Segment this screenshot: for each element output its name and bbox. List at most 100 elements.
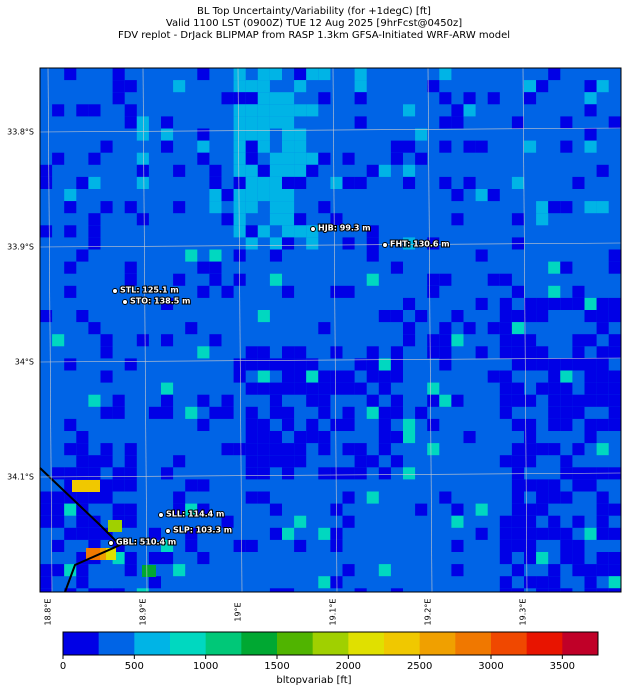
map-cell <box>512 177 524 189</box>
map-cell <box>439 358 451 370</box>
map-cell <box>185 407 197 419</box>
map-cell <box>343 371 355 383</box>
map-cell <box>379 467 391 479</box>
map-cell <box>343 516 355 528</box>
lat-label: 34.1°S <box>7 473 34 482</box>
map-cell <box>270 201 282 213</box>
map-cell <box>52 504 64 516</box>
map-cell <box>246 383 258 395</box>
map-cell <box>609 407 621 419</box>
map-cell <box>391 262 403 274</box>
lat-label: 33.9°S <box>7 243 34 252</box>
colorbar-segment <box>562 632 598 655</box>
map-cell <box>536 443 548 455</box>
map-cell <box>72 480 86 492</box>
map-cell <box>209 334 221 346</box>
map-cell <box>197 141 209 153</box>
map-cell <box>40 177 52 189</box>
map-cell <box>379 564 391 576</box>
map-cell <box>234 141 246 153</box>
map-cell <box>270 213 282 225</box>
map-cell <box>246 346 258 358</box>
map-cell <box>306 371 318 383</box>
map-cell <box>609 250 621 262</box>
map-cell <box>330 286 342 298</box>
map-cell <box>524 576 536 588</box>
map-cell <box>88 153 100 165</box>
map-cell <box>403 431 415 443</box>
map-cell <box>76 492 88 504</box>
map-cell <box>270 443 282 455</box>
map-cell <box>536 298 548 310</box>
map-cell <box>609 419 621 431</box>
map-cell <box>294 431 306 443</box>
map-cell <box>512 540 524 552</box>
map-cell <box>246 455 258 467</box>
map-cell <box>512 419 524 431</box>
map-cell <box>343 407 355 419</box>
map-cell <box>197 129 209 141</box>
map-cell <box>585 479 597 491</box>
map-cell <box>597 528 609 540</box>
map-cell <box>246 177 258 189</box>
map-cell <box>234 371 246 383</box>
map-cell <box>294 346 306 358</box>
map-cell <box>524 504 536 516</box>
map-cell <box>572 407 584 419</box>
map-cell <box>318 528 330 540</box>
map-cell <box>185 322 197 334</box>
map-cell <box>524 540 536 552</box>
map-cell <box>173 492 185 504</box>
map-cell <box>258 346 270 358</box>
map-cell <box>512 516 524 528</box>
map-cell <box>512 116 524 128</box>
map-cell <box>427 395 439 407</box>
map-cell <box>500 298 512 310</box>
map-cell <box>258 443 270 455</box>
map-cell <box>585 588 597 592</box>
map-cell <box>343 492 355 504</box>
map-cell <box>76 455 88 467</box>
map-cell <box>585 431 597 443</box>
map-cell <box>76 250 88 262</box>
map-cell <box>246 141 258 153</box>
map-cell <box>536 346 548 358</box>
map-cell <box>500 540 512 552</box>
map-cell <box>609 346 621 358</box>
map-cell <box>294 104 306 116</box>
map-cell <box>86 480 100 492</box>
map-cell <box>512 310 524 322</box>
lon-label: 19.2°E <box>424 599 433 626</box>
map-cell <box>76 431 88 443</box>
map-cell <box>427 274 439 286</box>
map-cell <box>512 346 524 358</box>
map-cell <box>585 358 597 370</box>
map-cell <box>52 564 64 576</box>
map-cell <box>609 116 621 128</box>
map-cell <box>560 588 572 592</box>
map-cell <box>222 213 234 225</box>
map-cell <box>572 552 584 564</box>
map-cell <box>101 492 113 504</box>
map-cell <box>548 262 560 274</box>
map-cell <box>161 141 173 153</box>
map-cell <box>355 116 367 128</box>
map-cell <box>500 274 512 286</box>
map-cell <box>464 141 476 153</box>
map-cell <box>258 431 270 443</box>
map-cell <box>500 516 512 528</box>
map-cell <box>500 395 512 407</box>
map-cell <box>512 383 524 395</box>
map-cell <box>234 443 246 455</box>
map-cell <box>88 177 100 189</box>
map-cell <box>330 371 342 383</box>
map-cell <box>512 443 524 455</box>
map-cell <box>161 383 173 395</box>
map-cell <box>609 262 621 274</box>
map-cell <box>427 346 439 358</box>
map-cell <box>234 189 246 201</box>
map-cell <box>258 177 270 189</box>
station-marker <box>123 300 128 305</box>
map-cell <box>597 564 609 576</box>
map-cell <box>500 371 512 383</box>
